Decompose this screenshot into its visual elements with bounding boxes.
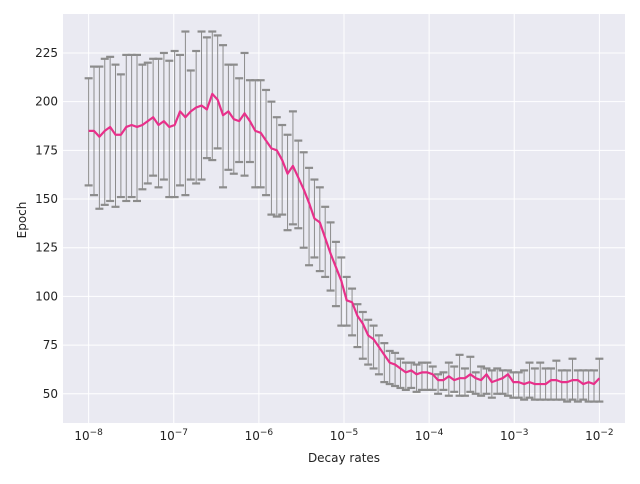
y-tick-label: 75 — [43, 338, 58, 352]
x-tick-label: 10−4 — [415, 428, 444, 443]
x-tick-labels: 10−8 10−7 10−6 10−5 10−4 10−3 10−2 — [74, 428, 613, 443]
y-axis-label: Epoch — [15, 202, 29, 239]
y-tick-label: 200 — [35, 95, 58, 109]
y-tick-label: 50 — [43, 387, 58, 401]
y-tick-label: 225 — [35, 46, 58, 60]
x-tick-label: 10−6 — [245, 428, 274, 443]
y-tick-label: 150 — [35, 192, 58, 206]
x-tick-label: 10−5 — [330, 428, 359, 443]
data-series — [88, 92, 601, 386]
y-tick-label: 175 — [35, 143, 58, 157]
x-tick-label: 10−8 — [74, 428, 103, 443]
x-tick-label: 10−3 — [500, 428, 529, 443]
x-tick-label: 10−2 — [585, 428, 614, 443]
y-tick-label: 100 — [35, 289, 58, 303]
y-tick-labels: 50 75 100 125 150 175 200 225 — [35, 46, 58, 401]
x-tick-label: 10−7 — [159, 428, 188, 443]
x-axis-label: Decay rates — [308, 451, 380, 465]
y-tick-label: 125 — [35, 241, 58, 255]
error-bars — [84, 30, 604, 403]
series-line — [88, 92, 601, 386]
